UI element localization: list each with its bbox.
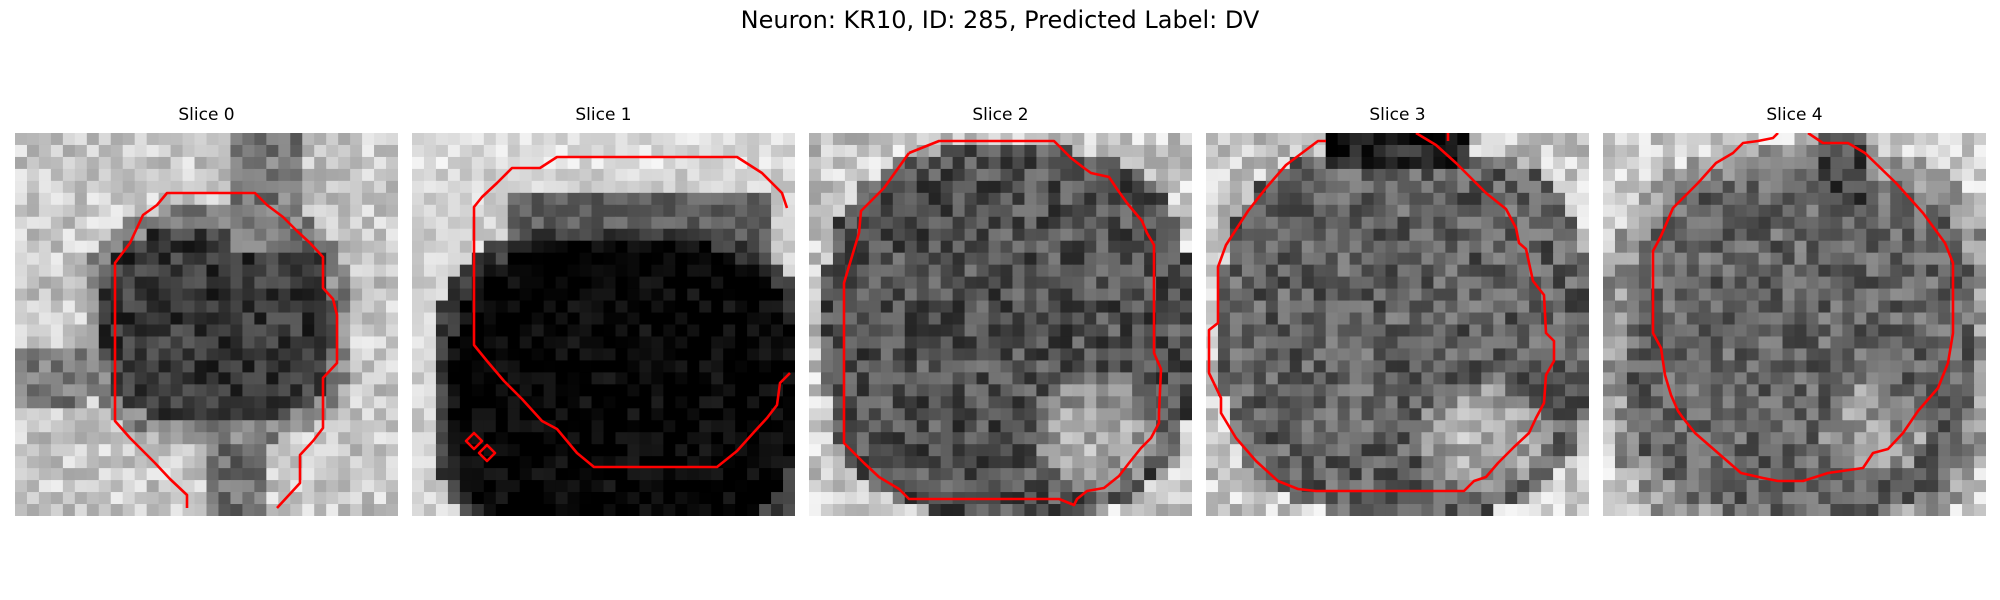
contour-line bbox=[842, 139, 1163, 507]
slice-title-0: Slice 0 bbox=[178, 105, 235, 125]
slice-title-3: Slice 3 bbox=[1369, 105, 1426, 125]
slice-image-0 bbox=[15, 133, 398, 516]
slice-title-2: Slice 2 bbox=[972, 105, 1029, 125]
slice-image-3 bbox=[1206, 133, 1589, 516]
figure-title: Neuron: KR10, ID: 285, Predicted Label: … bbox=[740, 6, 1260, 34]
contour-line bbox=[113, 191, 339, 509]
contour-line bbox=[1207, 133, 1556, 493]
contour-line bbox=[1651, 133, 1955, 483]
slice-image-2 bbox=[809, 133, 1192, 516]
slice-title-1: Slice 1 bbox=[575, 105, 632, 125]
contour-line bbox=[464, 431, 484, 451]
slice-image-4 bbox=[1603, 133, 1986, 516]
contour-line bbox=[477, 443, 497, 463]
slice-image-1 bbox=[412, 133, 795, 516]
contour-line bbox=[472, 155, 791, 469]
slice-title-4: Slice 4 bbox=[1766, 105, 1823, 125]
